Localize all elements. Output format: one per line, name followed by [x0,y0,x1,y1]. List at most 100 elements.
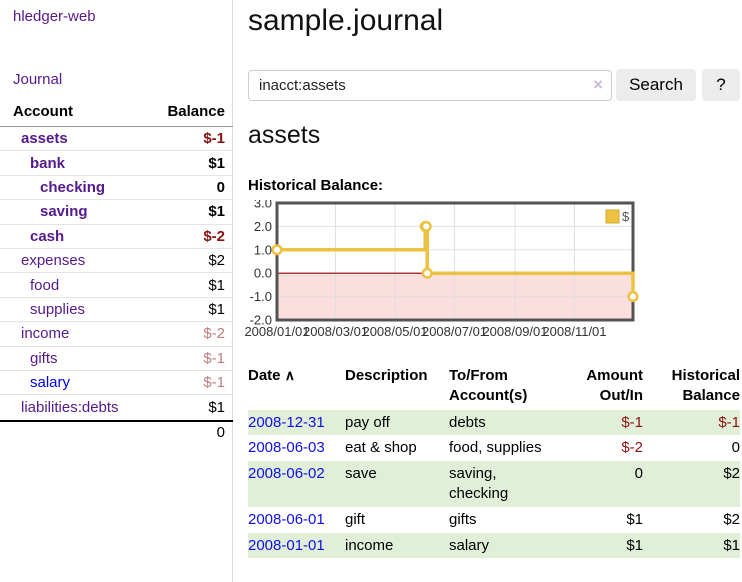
account-tree-total-row: 0 [0,419,233,444]
account-balance: $-2 [203,325,225,343]
account-row: income $-2 [0,322,233,347]
transaction-amount: $-2 [621,439,643,457]
transaction-description: pay off [345,413,390,431]
account-balance: $-1 [203,130,225,148]
account-row: supplies $1 [0,298,233,323]
col-date[interactable]: Date ∧ [248,367,295,384]
account-balance: $1 [208,154,225,172]
chart-title: Historical Balance: [248,177,384,194]
account-link[interactable]: income [21,325,70,343]
account-balance: $-1 [203,349,225,367]
col-amount: Amount Out/In [586,367,643,404]
register-header-row: Date ∧ Description To/From Account(s) Amo… [248,364,740,410]
account-link[interactable]: expenses [21,252,86,270]
transaction-balance: $1 [723,536,740,554]
account-link[interactable]: cash [30,227,65,245]
register-row: 2008-01-01 income salary $1 $1 [248,532,740,559]
svg-text:2008/07/01: 2008/07/01 [422,324,487,339]
transaction-balance: $-1 [718,413,740,431]
svg-text:-2.0: -2.0 [250,313,272,328]
transaction-description: eat & shop [345,439,417,457]
svg-text:2008/03/01: 2008/03/01 [303,324,368,339]
balance-chart-svg: $3.0 2.0 1.0 0.0 -1.0 -2.02008/01/012008/03/0… [244,196,639,339]
account-link[interactable]: gifts [30,349,58,367]
account-balance: 0 [216,178,225,196]
account-balance: $1 [208,203,225,221]
account-link[interactable]: assets [21,130,68,148]
total-balance: 0 [216,424,225,442]
account-link[interactable]: salary [30,374,71,392]
transaction-description: income [345,536,394,554]
account-row: food $1 [0,273,233,298]
transaction-accounts: saving, checking [449,465,509,502]
transaction-description: save [345,465,377,483]
transaction-date-link[interactable]: 2008-01-01 [248,536,325,554]
col-description: Description [345,367,428,384]
account-heading: assets [248,121,321,149]
svg-text:0.0: 0.0 [254,266,272,281]
account-row: checking 0 [0,176,233,201]
account-balance: $1 [208,300,225,318]
page-title: sample.journal [248,4,444,37]
transaction-amount: 0 [634,465,643,483]
col-accounts: To/From Account(s) [449,367,528,404]
account-balance: $1 [208,398,225,416]
account-row: gifts $-1 [0,347,233,371]
account-balance: $1 [208,276,225,294]
account-link[interactable]: saving [40,203,88,221]
register-row: 2008-06-02 save saving, checking 0 $2 [248,461,740,507]
account-row: expenses $2 [0,249,233,274]
account-link[interactable]: liabilities:debts [21,398,119,416]
account-row: cash $-2 [0,225,233,249]
account-link[interactable]: supplies [30,300,86,318]
transaction-accounts: debts [449,413,486,431]
account-column-label: Account [13,103,73,120]
account-tree: Account Balance assets $-1 bank $1 checking 0… [0,101,233,444]
transaction-date-link[interactable]: 2008-06-03 [248,439,325,457]
register-row: 2008-06-01 gift gifts $1 $2 [248,507,740,533]
sidebar-item-journal[interactable]: Journal [13,71,63,88]
transaction-balance: 0 [731,439,740,457]
account-balance: $2 [208,252,225,270]
clear-search-icon[interactable]: × [593,75,603,94]
svg-text:3.0: 3.0 [254,200,272,211]
register-table: Date ∧ Description To/From Account(s) Amo… [248,364,740,559]
svg-text:$: $ [622,209,630,224]
transaction-date-link[interactable]: 2008-12-31 [248,413,325,431]
app-brand-link[interactable]: hledger-web [13,8,96,25]
historical-balance-chart: $3.0 2.0 1.0 0.0 -1.0 -2.0 2008/01/01 2008/03/0… [244,196,642,344]
transaction-balance: $2 [723,510,740,528]
transaction-accounts: gifts [449,510,477,528]
transaction-description: gift [345,510,366,528]
account-link[interactable]: bank [30,154,66,172]
transaction-date-link[interactable]: 2008-06-02 [248,465,325,483]
balance-column-label: Balance [167,103,225,120]
transaction-accounts: food, supplies [449,439,542,457]
search-input[interactable] [248,70,612,101]
svg-text:2008/05/01: 2008/05/01 [362,324,427,339]
svg-text:2008/09/01: 2008/09/01 [482,324,547,339]
svg-text:2.0: 2.0 [254,219,272,234]
col-balance: Historical Balance [671,367,740,404]
register-row: 2008-06-03 eat & shop food, supplies $-2 0 [248,435,740,461]
transaction-amount: $1 [626,536,643,554]
account-row: liabilities:debts $1 [0,395,233,419]
register-row: 2008-12-31 pay off debts $-1 $-1 [248,409,740,436]
account-link[interactable]: food [30,276,60,294]
transaction-date-link[interactable]: 2008-06-01 [248,510,325,528]
svg-text:1.0: 1.0 [254,242,272,257]
svg-text:-1.0: -1.0 [250,289,272,304]
transaction-accounts: salary [449,536,490,554]
help-button[interactable]: ? [702,69,740,101]
account-balance: $-2 [203,227,225,245]
account-link[interactable]: checking [40,178,106,196]
transaction-amount: $1 [626,510,643,528]
sidebar: hledger-web Journal Account Balance asse… [0,0,233,582]
account-balance: $-1 [203,374,225,392]
account-row: bank $1 [0,151,233,176]
search-button[interactable]: Search [616,69,696,101]
svg-text:2008/11/01: 2008/11/01 [542,324,606,339]
account-row: saving $1 [0,200,233,225]
account-row: salary $-1 [0,371,233,396]
account-row: assets $-1 [0,127,233,152]
